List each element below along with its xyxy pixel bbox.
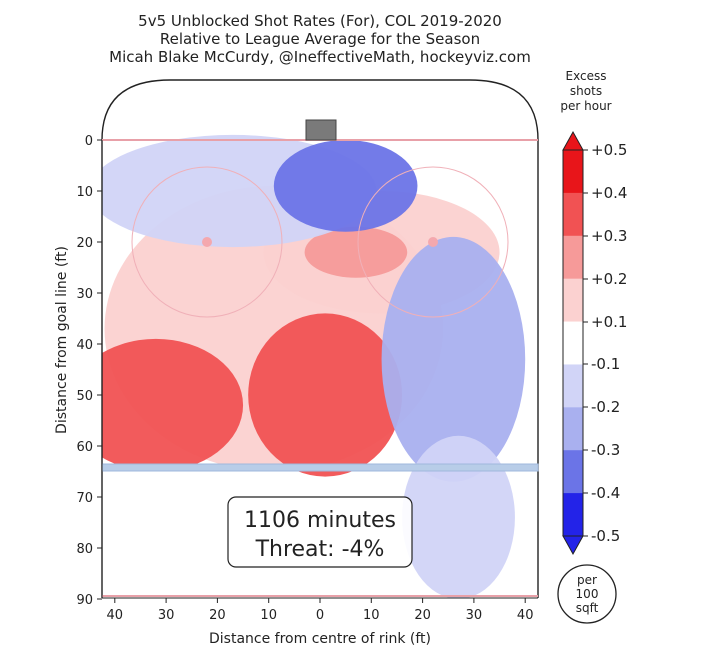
colorbar-tick-label: +0.3 (591, 227, 627, 245)
y-tick-label: 30 (76, 287, 93, 302)
heat-region-3 (248, 313, 403, 477)
colorbar-arrow-top (562, 130, 584, 151)
rink-boards (101, 79, 539, 598)
x-axis-label: Distance from centre of rink (ft) (209, 631, 431, 647)
colorbar-segment (563, 493, 583, 537)
heat-region-6 (273, 140, 418, 232)
heat-region-7 (381, 236, 526, 482)
y-axis: 0 10 20 30 40 50 60 70 80 90 (76, 134, 103, 608)
y-tick-label: 90 (76, 593, 93, 608)
colorbar-tick-label: -0.4 (591, 484, 620, 502)
colorbar-tick-label: -0.5 (591, 527, 620, 545)
x-axis: 40 30 20 10 0 10 20 30 40 (102, 597, 538, 623)
chart-title: 5v5 Unblocked Shot Rates (For), COL 2019… (138, 12, 502, 30)
x-tick-label: 20 (209, 608, 226, 623)
heat-region-8 (402, 435, 515, 598)
threat-text: Threat: -4% (255, 537, 385, 562)
x-tick-label: 10 (260, 608, 277, 623)
colorbar-tick-label: -0.3 (591, 441, 620, 459)
x-tick-label: 30 (466, 608, 483, 623)
x-tick-label: 0 (316, 608, 324, 623)
y-tick-label: 70 (76, 491, 93, 506)
colorbar-segment (563, 450, 583, 494)
colorbar-label-line1: Excess (566, 69, 607, 83)
y-tick-label: 40 (76, 338, 93, 353)
x-tick-label: 20 (414, 608, 431, 623)
colorbar-tick-label: +0.4 (591, 184, 627, 202)
x-tick-label: 40 (517, 608, 534, 623)
colorbar-tick-label: +0.5 (591, 141, 627, 159)
colorbar-segment (563, 278, 583, 323)
net-icon (305, 119, 337, 141)
y-tick-label: 80 (76, 542, 93, 557)
colorbar-label-line2: shots (570, 84, 602, 98)
y-tick-label: 20 (76, 236, 93, 251)
faceoff-dot-left (202, 237, 212, 247)
x-tick-label: 30 (158, 608, 175, 623)
colorbar: Excess shots per hour +0.5 +0.4 +0.3 +0.2 +0… (560, 69, 627, 556)
y-tick-label: 0 (85, 134, 93, 149)
blue-line (101, 463, 539, 472)
colorbar-label-line3: per hour (560, 99, 611, 113)
x-tick-label: 10 (363, 608, 380, 623)
y-tick-label: 50 (76, 389, 93, 404)
colorbar-segment (563, 192, 583, 237)
colorbar-segment (563, 364, 583, 408)
badge-line3: sqft (576, 601, 599, 615)
heat-region-4 (304, 226, 408, 278)
heatmap-area (102, 134, 526, 598)
summary-box: 1106 minutes Threat: -4% (227, 496, 413, 568)
minutes-text: 1106 minutes (244, 508, 396, 533)
colorbar-segment (563, 407, 583, 451)
y-tick-label: 10 (76, 185, 93, 200)
heat-region-2 (102, 338, 244, 472)
chart-credit: Micah Blake McCurdy, @IneffectiveMath, h… (109, 48, 531, 66)
colorbar-segment (563, 150, 583, 194)
faceoff-circle-left (131, 166, 283, 318)
colorbar-tick-label: -0.1 (591, 355, 620, 373)
x-tick-label: 40 (107, 608, 124, 623)
per-100-sqft-badge: per 100 sqft (557, 564, 617, 624)
y-axis-label: Distance from goal line (ft) (54, 246, 70, 434)
rink-markings (101, 79, 539, 598)
colorbar-segment (563, 321, 583, 365)
colorbar-tick-label: -0.2 (591, 398, 620, 416)
chart-subtitle: Relative to League Average for the Seaso… (160, 30, 480, 48)
badge-line1: per (577, 573, 597, 587)
colorbar-tick-label: +0.1 (591, 313, 627, 331)
colorbar-frame (562, 149, 584, 537)
y-tick-label: 60 (76, 440, 93, 455)
faceoff-circle-right (357, 166, 509, 318)
colorbar-arrow-bottom (562, 535, 584, 556)
faceoff-dot-right (428, 237, 438, 247)
colorbar-segment (563, 235, 583, 280)
badge-line2: 100 (576, 587, 599, 601)
colorbar-tick-label: +0.2 (591, 270, 627, 288)
